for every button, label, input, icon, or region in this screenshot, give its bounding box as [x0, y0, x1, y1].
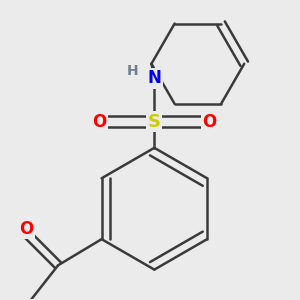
Text: O: O	[19, 220, 33, 238]
Text: N: N	[147, 69, 161, 87]
Text: O: O	[92, 113, 106, 131]
Text: S: S	[148, 113, 161, 131]
Text: O: O	[202, 113, 217, 131]
Text: H: H	[127, 64, 138, 78]
